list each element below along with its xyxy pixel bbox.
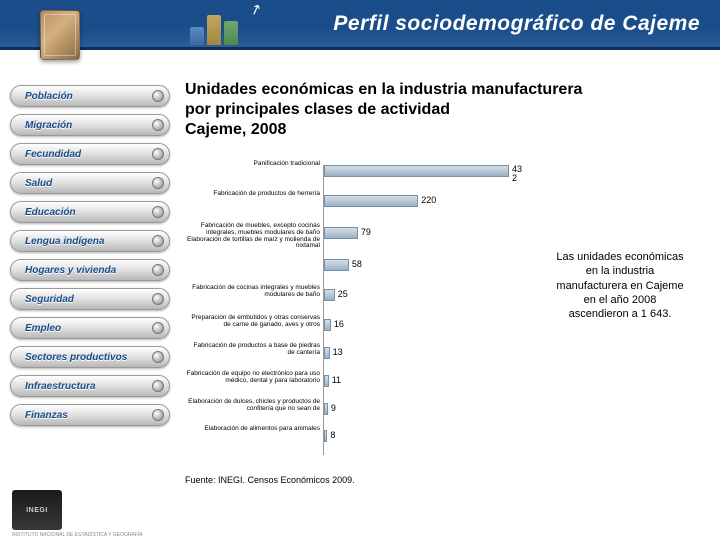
bar-value: 13 [333,347,343,357]
header-bar: ↗ Perfil sociodemográfico de Cajeme [0,0,720,50]
chart-title: Unidades económicas en la industria manu… [185,80,705,140]
nav-item-población[interactable]: Población [10,85,170,107]
nav-dot-icon [152,322,164,334]
nav-item-sectores-productivos[interactable]: Sectores productivos [10,346,170,368]
bar-value: 9 [331,403,336,413]
nav-item-hogares-y-vivienda[interactable]: Hogares y vivienda [10,259,170,281]
chart-bars-area: 432 220 79 58 25 16 13 11 9 8 [323,165,513,455]
bar: 9 [324,403,328,415]
nav-item-label: Infraestructura [25,381,96,392]
nav-item-label: Población [25,91,73,102]
nav-dot-icon [152,148,164,160]
nav-dot-icon [152,177,164,189]
bar-value: 58 [352,259,362,269]
nav-dot-icon [152,351,164,363]
main-content: Unidades económicas en la industria manu… [185,80,705,530]
bar-chart: Panificación tradicionalFabricación de p… [185,165,515,475]
bar-label: Fabricación de muebles, excepto cocinas … [185,223,320,250]
nav-dot-icon [152,264,164,276]
nav-dot-icon [152,293,164,305]
nav-item-seguridad[interactable]: Seguridad [10,288,170,310]
summary-note: Las unidades económicas en la industria … [555,250,685,321]
nav-item-empleo[interactable]: Empleo [10,317,170,339]
nav-item-label: Sectores productivos [25,352,127,363]
title-line-3: Cajeme, 2008 [185,121,286,138]
page-title: Perfil sociodemográfico de Cajeme [333,12,700,36]
bar: 220 [324,195,418,207]
nav-item-label: Migración [25,120,72,131]
bar-label: Preparación de embutidos y otras conserv… [185,315,320,329]
nav-dot-icon [152,235,164,247]
nav-item-educación[interactable]: Educación [10,201,170,223]
bar-value: 25 [338,289,348,299]
bar-value: 8 [330,430,335,440]
sidebar: Población Migración Fecundidad Salud Educaci… [10,85,170,433]
title-line-2: por principales clases de actividad [185,101,450,118]
nav-item-label: Educación [25,207,76,218]
nav-item-label: Seguridad [25,294,74,305]
bar-value: 11 [332,375,341,385]
nav-item-label: Hogares y vivienda [25,265,116,276]
nav-dot-icon [152,206,164,218]
nav-item-label: Lengua indígena [25,236,104,247]
bar-label: Fabricación de productos de herrería [185,191,320,198]
bar: 58 [324,259,349,271]
bar-value: 16 [334,319,344,329]
nav-item-migración[interactable]: Migración [10,114,170,136]
bar: 16 [324,319,331,331]
nav-item-salud[interactable]: Salud [10,172,170,194]
bar: 432 [324,165,509,177]
bar-label: Elaboración de dulces, chicles y product… [185,399,320,413]
bar: 8 [324,430,327,442]
crest-icon [40,10,80,60]
nav-dot-icon [152,90,164,102]
nav-dot-icon [152,409,164,421]
bar: 11 [324,375,329,387]
nav-dot-icon [152,380,164,392]
nav-item-infraestructura[interactable]: Infraestructura [10,375,170,397]
bar-label: Panificación tradicional [185,161,320,168]
bar-value: 220 [421,195,436,205]
nav-item-label: Salud [25,178,52,189]
bar-value: 432 [512,165,522,183]
nav-item-fecundidad[interactable]: Fecundidad [10,143,170,165]
bar: 25 [324,289,335,301]
bar: 79 [324,227,358,239]
source-citation: Fuente: INEGI. Censos Económicos 2009. [185,475,355,485]
nav-item-lengua-indígena[interactable]: Lengua indígena [10,230,170,252]
bar-label: Elaboración de alimentos para animales [185,426,320,433]
bar-label: Fabricación de cocinas integrales y mueb… [185,285,320,299]
nav-item-label: Fecundidad [25,149,81,160]
title-line-1: Unidades económicas en la industria manu… [185,81,582,98]
bar-value: 79 [361,227,371,237]
nav-item-label: Empleo [25,323,61,334]
header-bar-chart-icon: ↗ [190,5,270,45]
inegi-tagline: INSTITUTO NACIONAL DE ESTADÍSTICA Y GEOG… [12,532,143,538]
inegi-logo: INEGI [12,490,62,530]
bar-label: Fabricación de productos a base de piedr… [185,343,320,357]
nav-item-label: Finanzas [25,410,68,421]
nav-dot-icon [152,119,164,131]
nav-item-finanzas[interactable]: Finanzas [10,404,170,426]
bar-label: Fabricación de equipo no electrónico par… [185,371,320,385]
bar: 13 [324,347,330,359]
